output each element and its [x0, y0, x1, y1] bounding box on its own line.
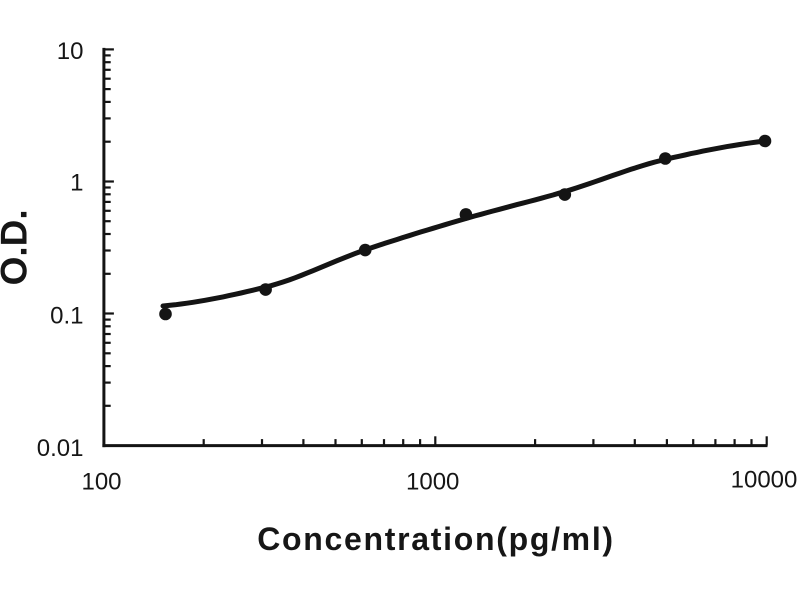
svg-text:1000: 1000 — [406, 469, 459, 496]
svg-text:0.1: 0.1 — [50, 303, 83, 330]
svg-text:Concentration(pg/ml): Concentration(pg/ml) — [257, 521, 615, 557]
svg-text:1: 1 — [70, 170, 83, 197]
svg-text:0.01: 0.01 — [37, 435, 84, 462]
svg-text:O.D.: O.D. — [0, 209, 35, 285]
svg-text:10: 10 — [57, 38, 84, 65]
svg-text:10000: 10000 — [731, 467, 798, 494]
svg-text:100: 100 — [81, 469, 121, 496]
